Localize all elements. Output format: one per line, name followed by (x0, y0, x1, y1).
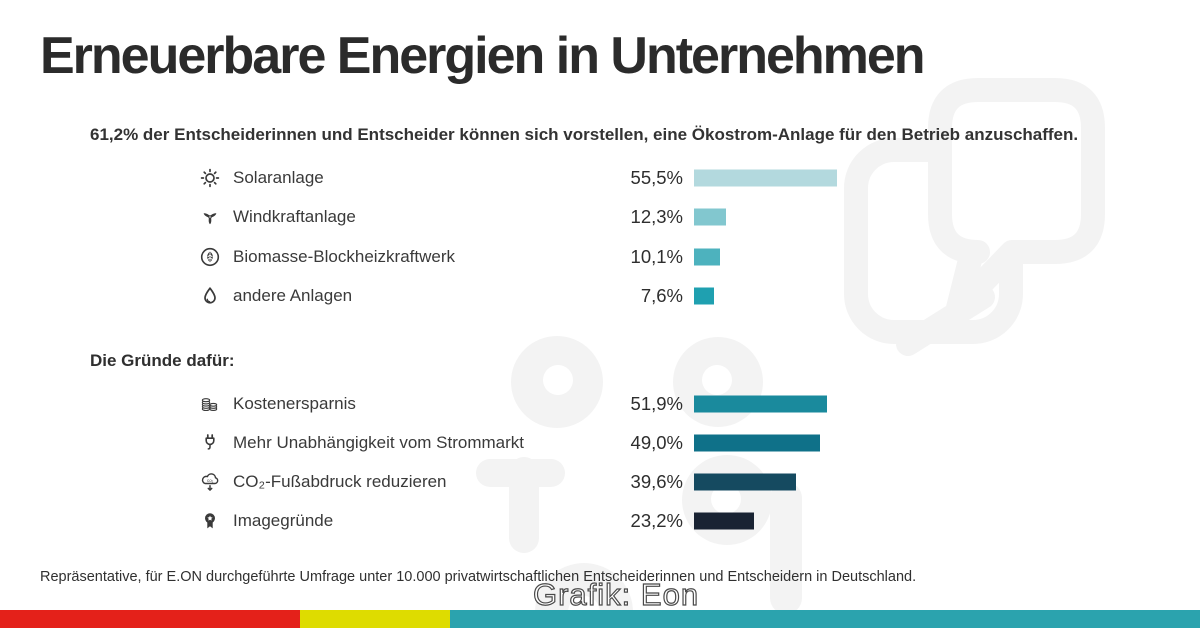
category-label: CO₂-Fußabdruck reduzieren (233, 472, 447, 491)
category-label: Mehr Unabhängigkeit vom Strommarkt (233, 433, 525, 452)
value-label: 7,6% (640, 285, 683, 306)
value-label: 23,2% (630, 510, 683, 531)
page-title: Erneuerbare Energien in Unternehmen (40, 27, 926, 85)
sun-icon (197, 165, 223, 191)
wind-turbine-icon (197, 204, 223, 230)
plug-icon (197, 430, 223, 456)
value-label: 51,9% (630, 393, 683, 414)
row-imagegruende: Imagegründe 23,2% (0, 501, 1200, 541)
source-footnote: Repräsentative, für E.ON durchgeführte U… (40, 569, 917, 585)
coins-icon (197, 391, 223, 417)
credit-watermark: Grafik: Eon (532, 576, 700, 612)
value-label: 39,6% (630, 471, 683, 492)
bar-solaranlage (694, 169, 837, 187)
row-biomasse: Biomasse-Blockheizkraftwerk 10,1% (0, 237, 1200, 277)
droplet-icon (197, 283, 223, 309)
value-label: 55,5% (630, 167, 683, 188)
category-label: Windkraftanlage (233, 207, 356, 226)
row-co2-fussabdruck: co₂ CO₂-Fußabdruck reduzieren 39,6% (0, 462, 1200, 502)
category-label: Biomasse-Blockheizkraftwerk (233, 247, 456, 266)
bar-biomasse (694, 248, 720, 266)
bar-unabhaengigkeit (694, 434, 820, 452)
chart1-subtitle: 61,2% der Entscheiderinnen und Entscheid… (90, 125, 1079, 144)
bar-andere-anlagen (694, 287, 714, 305)
bar-imagegruende (694, 512, 754, 530)
band-segment-red (0, 610, 300, 628)
row-windkraftanlage: Windkraftanlage 12,3% (0, 197, 1200, 237)
category-label: Imagegründe (233, 511, 334, 530)
band-segment-yellow (300, 610, 450, 628)
category-label: Solaranlage (233, 168, 324, 187)
band-segment-teal (450, 610, 1200, 628)
value-label: 49,0% (630, 432, 683, 453)
category-label: andere Anlagen (233, 286, 353, 305)
medal-icon (197, 508, 223, 534)
bar-co2-fussabdruck (694, 473, 796, 491)
bar-windkraftanlage (694, 208, 726, 226)
leaf-icon (197, 244, 223, 270)
category-label: Kostenersparnis (233, 394, 356, 413)
row-unabhaengigkeit: Mehr Unabhängigkeit vom Strommarkt 49,0% (0, 423, 1200, 463)
section2-heading: Die Gründe dafür: (90, 351, 235, 370)
svg-text:co₂: co₂ (207, 478, 214, 483)
value-label: 10,1% (630, 246, 683, 267)
value-label: 12,3% (630, 206, 683, 227)
row-kostenersparnis: Kostenersparnis 51,9% (0, 384, 1200, 424)
row-andere-anlagen: andere Anlagen 7,6% (0, 276, 1200, 316)
bar-kostenersparnis (694, 395, 828, 413)
footer-color-band (0, 610, 1200, 628)
row-solaranlage: Solaranlage 55,5% (0, 158, 1200, 198)
co2-cloud-icon: co₂ (197, 469, 223, 495)
